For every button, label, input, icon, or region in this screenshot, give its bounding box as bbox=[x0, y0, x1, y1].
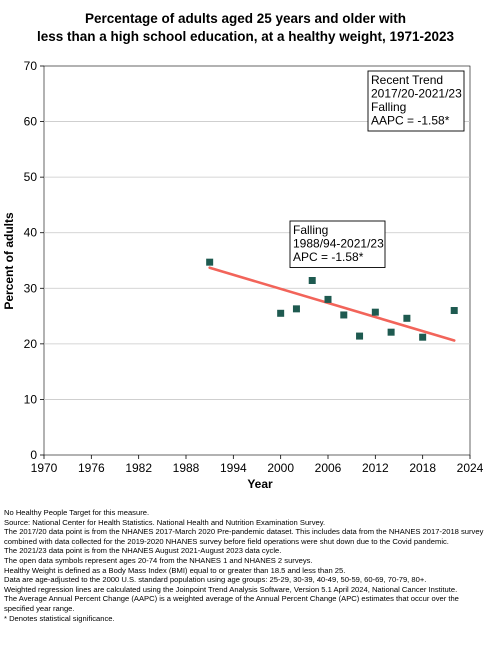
annotation-line: AAPC = -1.58* bbox=[371, 114, 450, 128]
annotation-line: APC = -1.58* bbox=[293, 250, 364, 264]
y-tick-label: 50 bbox=[24, 170, 38, 184]
footnote-line: The 2021/23 data point is from the NHANE… bbox=[4, 546, 282, 556]
x-tick-label: 1988 bbox=[173, 461, 200, 475]
annotation-line: 2017/20-2021/23 bbox=[371, 87, 462, 101]
data-point bbox=[419, 333, 427, 341]
data-point bbox=[356, 332, 364, 340]
footnote-line: * Denotes statistical significance. bbox=[4, 613, 115, 623]
chart-title: Percentage of adults aged 25 years and o… bbox=[0, 10, 491, 46]
data-point bbox=[206, 258, 214, 266]
chart-title-line-2: less than a high school education, at a … bbox=[36, 29, 455, 44]
x-tick-label: 2024 bbox=[457, 461, 484, 475]
data-point bbox=[340, 311, 348, 319]
footnote-line: Data are age-adjusted to the 2000 U.S. s… bbox=[4, 575, 427, 585]
y-tick-label: 30 bbox=[24, 281, 38, 295]
x-tick-label: 2006 bbox=[315, 461, 342, 475]
data-point bbox=[371, 308, 379, 316]
chart-title-line-1: Percentage of adults aged 25 years and o… bbox=[84, 11, 407, 26]
x-axis-ticks: 1970 1976 1982 1988 1994 2000 2006 2012 2018 2024 bbox=[31, 455, 484, 475]
trend-line bbox=[208, 266, 456, 342]
annotation-line: Recent Trend bbox=[371, 73, 443, 87]
data-points bbox=[206, 258, 458, 341]
footnote-line: The Average Annual Percent Change (AAPC)… bbox=[4, 594, 459, 613]
x-tick-label: 2018 bbox=[409, 461, 436, 475]
data-point bbox=[308, 277, 316, 285]
footnote-line: Weighted regression lines are calculated… bbox=[4, 584, 458, 594]
footnote-line: No Healthy People Target for this measur… bbox=[4, 508, 150, 517]
y-axis-title: Percent of adults bbox=[2, 212, 16, 310]
x-axis-title: Year bbox=[247, 477, 273, 491]
chart-svg: 0 10 20 30 40 50 60 70 1970 1976 1982 1988 1994 2000… bbox=[2, 59, 484, 491]
footnote-line: Healthy Weight is defined as a Body Mass… bbox=[4, 565, 346, 575]
data-point bbox=[403, 314, 411, 322]
y-tick-label: 70 bbox=[24, 59, 38, 73]
footnote-line: The 2017/20 data point is from the NHANE… bbox=[4, 527, 484, 546]
annotation-line: 1988/94-2021/23 bbox=[293, 237, 384, 251]
y-axis-ticks: 0 10 20 30 40 50 60 70 bbox=[24, 59, 44, 462]
annotation-line: Falling bbox=[371, 100, 406, 114]
x-tick-label: 2000 bbox=[267, 461, 294, 475]
data-point bbox=[292, 305, 300, 313]
y-tick-label: 20 bbox=[24, 337, 38, 351]
data-point bbox=[324, 295, 332, 303]
x-tick-label: 1982 bbox=[125, 461, 152, 475]
footnotes: No Healthy People Target for this measur… bbox=[4, 508, 486, 623]
y-tick-label: 0 bbox=[30, 448, 37, 462]
x-tick-label: 1970 bbox=[31, 461, 58, 475]
x-tick-label: 1994 bbox=[220, 461, 247, 475]
y-tick-label: 10 bbox=[24, 392, 38, 406]
x-tick-label: 1976 bbox=[78, 461, 105, 475]
y-tick-label: 40 bbox=[24, 226, 38, 240]
data-point bbox=[277, 309, 285, 317]
trend-line-group bbox=[208, 266, 456, 342]
data-point bbox=[387, 328, 395, 336]
x-tick-label: 2012 bbox=[362, 461, 389, 475]
footnote-line: Source: National Center for Health Stati… bbox=[4, 517, 326, 527]
y-tick-label: 60 bbox=[24, 115, 38, 129]
footnote-line: The open data symbols represent ages 20-… bbox=[4, 555, 313, 565]
data-point bbox=[450, 307, 458, 315]
annotation-line: Falling bbox=[293, 223, 328, 237]
